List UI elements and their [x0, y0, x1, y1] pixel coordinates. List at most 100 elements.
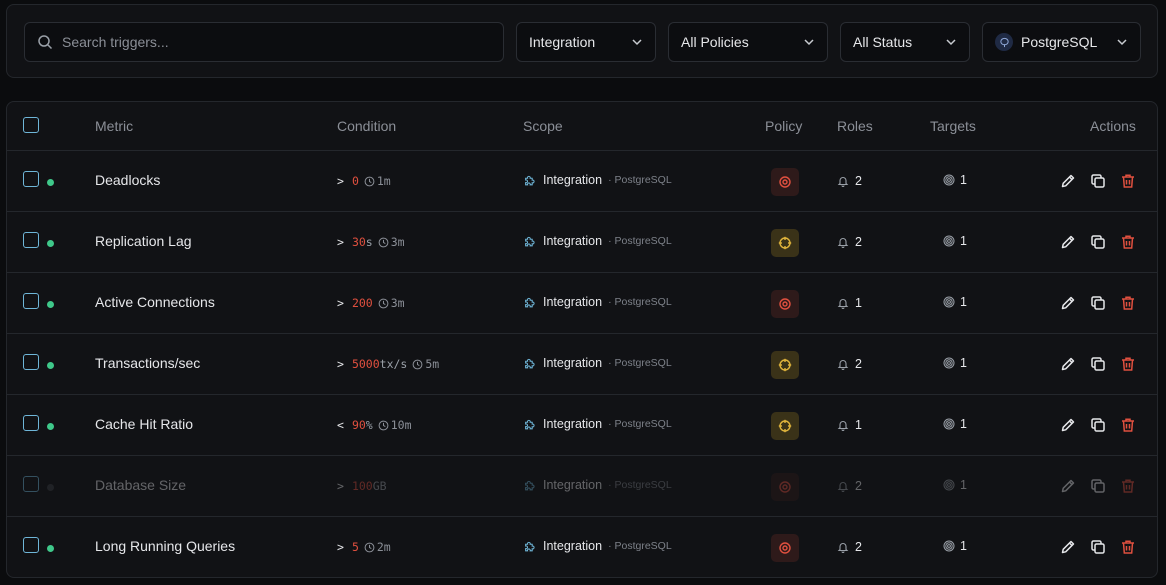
row-checkbox[interactable]: [23, 354, 39, 370]
copy-icon: [1091, 479, 1105, 493]
delete-button[interactable]: [1119, 233, 1137, 251]
condition-window-value: 2m: [376, 540, 391, 554]
edit-button[interactable]: [1059, 538, 1077, 556]
integration-filter-value: Integration: [529, 34, 596, 50]
policy-badge[interactable]: [771, 473, 799, 501]
trash-icon: [1122, 174, 1134, 188]
targets-count: 1: [943, 173, 967, 187]
targets-value: 1: [960, 173, 967, 187]
roles-count: 2: [837, 357, 862, 371]
duplicate-button[interactable]: [1089, 355, 1107, 373]
edit-button[interactable]: [1059, 355, 1077, 373]
condition-window: 3m: [378, 296, 405, 310]
condition-operator: >: [337, 540, 344, 554]
scope-type: · PostgreSQL: [608, 174, 672, 186]
duplicate-button[interactable]: [1089, 233, 1107, 251]
column-header-metric: Metric: [95, 118, 134, 134]
metric-name: Transactions/sec: [95, 355, 201, 371]
edit-button[interactable]: [1059, 416, 1077, 434]
condition-operator: >: [337, 357, 344, 371]
scope-name: Integration: [543, 173, 603, 187]
delete-button[interactable]: [1119, 172, 1137, 190]
edit-button[interactable]: [1059, 172, 1077, 190]
condition: < 90 % 10m: [337, 418, 412, 432]
scope-name: Integration: [543, 539, 603, 553]
pencil-icon: [1061, 235, 1075, 249]
duplicate-button[interactable]: [1089, 294, 1107, 312]
table-row: Long Running Queries > 5 2m Integration …: [7, 517, 1157, 577]
roles-value: 2: [855, 540, 862, 554]
row-checkbox[interactable]: [23, 537, 39, 553]
scope-type: · PostgreSQL: [608, 418, 672, 430]
row-checkbox[interactable]: [23, 415, 39, 431]
column-header-policy: Policy: [765, 118, 803, 134]
roles-count: 2: [837, 540, 862, 554]
status-dot: [47, 240, 54, 247]
postgresql-logo-icon: [995, 33, 1013, 51]
duplicate-button[interactable]: [1089, 477, 1107, 495]
scope-name: Integration: [543, 234, 603, 248]
search-input[interactable]: [62, 34, 482, 50]
targets-value: 1: [960, 417, 967, 431]
targets-count: 1: [943, 478, 967, 492]
target-icon: [943, 418, 955, 430]
critical-policy-icon: [779, 298, 791, 310]
delete-button[interactable]: [1119, 355, 1137, 373]
clock-icon: [412, 359, 423, 369]
targets-value: 1: [960, 356, 967, 370]
target-icon: [943, 235, 955, 247]
clock-icon: [364, 542, 375, 552]
policy-badge[interactable]: [771, 412, 799, 440]
status-filter[interactable]: All Status: [840, 22, 970, 62]
policy-badge[interactable]: [771, 351, 799, 379]
database-filter[interactable]: PostgreSQL: [982, 22, 1141, 62]
condition-value: 90: [351, 418, 366, 432]
policy-badge[interactable]: [771, 168, 799, 196]
critical-policy-icon: [779, 176, 791, 188]
chevron-down-icon: [804, 39, 814, 46]
condition-window: 5m: [412, 357, 439, 371]
condition-operator: >: [337, 296, 344, 310]
metric-name: Replication Lag: [95, 233, 192, 249]
edit-button[interactable]: [1059, 477, 1077, 495]
search-box[interactable]: [24, 22, 504, 62]
condition-window-value: 10m: [390, 418, 412, 432]
select-all-checkbox[interactable]: [23, 117, 39, 133]
policy-badge[interactable]: [771, 290, 799, 318]
database-filter-value: PostgreSQL: [1021, 34, 1098, 50]
policies-filter[interactable]: All Policies: [668, 22, 828, 62]
duplicate-button[interactable]: [1089, 538, 1107, 556]
copy-icon: [1091, 418, 1105, 432]
condition-value: 5000: [351, 357, 380, 371]
condition-value: 200: [351, 296, 373, 310]
condition-operator: <: [337, 418, 344, 432]
pencil-icon: [1061, 540, 1075, 554]
integration-filter[interactable]: Integration: [516, 22, 656, 62]
duplicate-button[interactable]: [1089, 172, 1107, 190]
policy-badge[interactable]: [771, 534, 799, 562]
delete-button[interactable]: [1119, 538, 1137, 556]
roles-count: 2: [837, 174, 862, 188]
scope-name: Integration: [543, 295, 603, 309]
delete-button[interactable]: [1119, 294, 1137, 312]
scope-name: Integration: [543, 417, 603, 431]
row-checkbox[interactable]: [23, 171, 39, 187]
policy-badge[interactable]: [771, 229, 799, 257]
condition-window-value: 1m: [376, 174, 391, 188]
roles-count: 2: [837, 479, 862, 493]
delete-button[interactable]: [1119, 477, 1137, 495]
edit-button[interactable]: [1059, 233, 1077, 251]
targets-value: 1: [960, 295, 967, 309]
row-checkbox[interactable]: [23, 476, 39, 492]
condition-window: 1m: [364, 174, 391, 188]
edit-button[interactable]: [1059, 294, 1077, 312]
row-checkbox[interactable]: [23, 293, 39, 309]
delete-button[interactable]: [1119, 416, 1137, 434]
row-checkbox[interactable]: [23, 232, 39, 248]
condition-unit: %: [365, 418, 373, 432]
metric-name: Active Connections: [95, 294, 215, 310]
condition-window: 2m: [364, 540, 391, 554]
status-dot: [47, 179, 54, 186]
clock-icon: [364, 176, 375, 186]
duplicate-button[interactable]: [1089, 416, 1107, 434]
